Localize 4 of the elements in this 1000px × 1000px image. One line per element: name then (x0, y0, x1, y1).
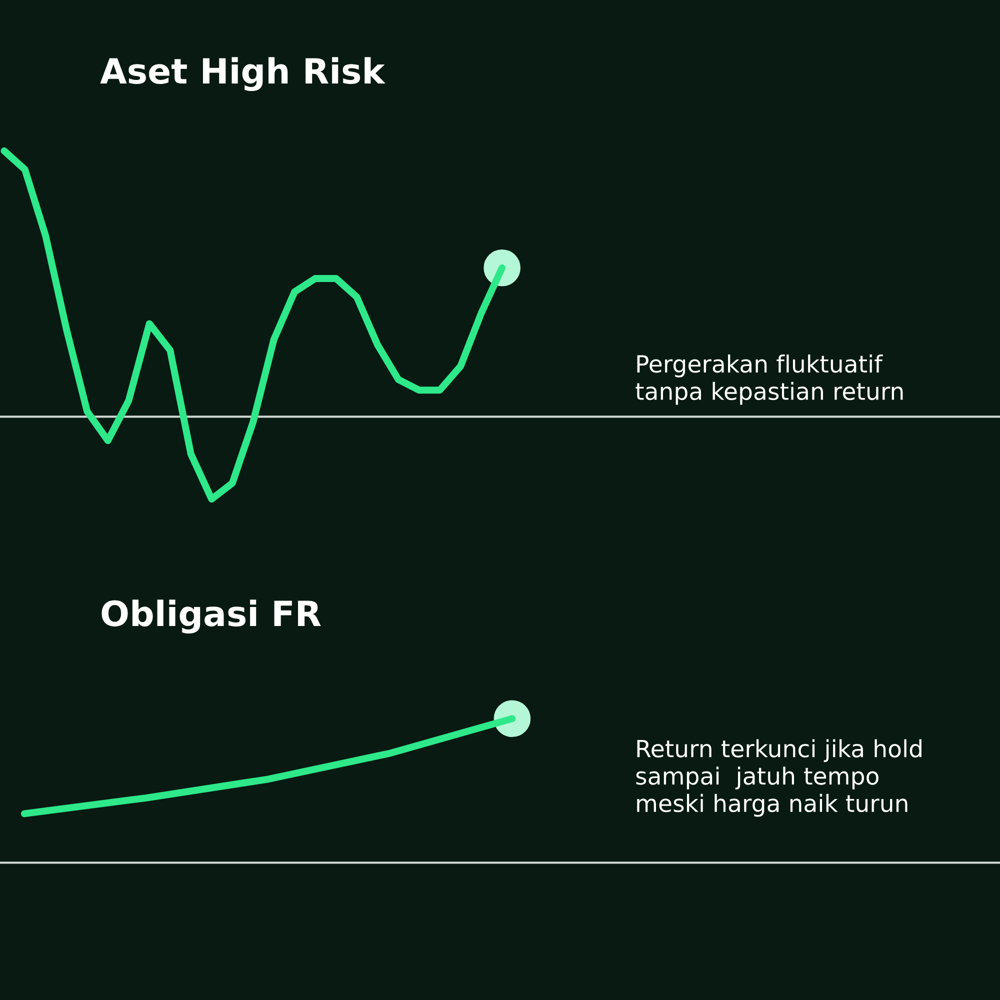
chart-title: Aset High Risk (100, 57, 386, 91)
chart-title: Obligasi FR (102, 600, 321, 634)
text: Return terkunci jika hold sampai jatuh tempo meski harga naik turun (636, 739, 922, 817)
text: Pergerakan fluktuatif tanpa kepastian return (636, 354, 903, 405)
